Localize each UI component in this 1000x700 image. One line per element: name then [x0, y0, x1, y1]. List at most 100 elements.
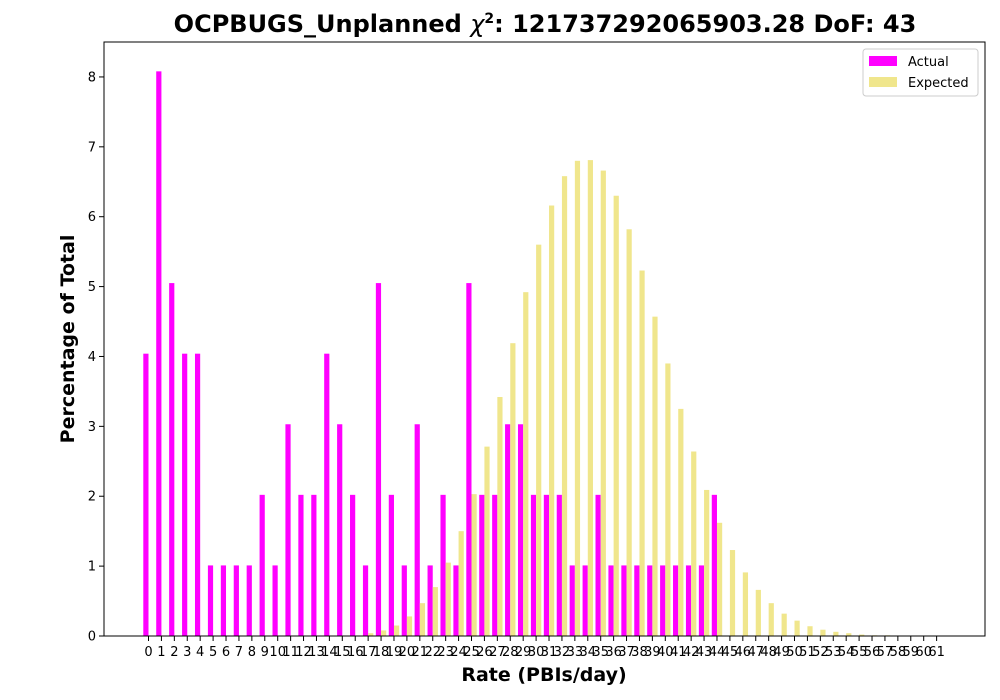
bar-expected-27 [497, 397, 503, 636]
bar-expected-22 [432, 587, 438, 636]
bar-actual-39 [647, 565, 653, 636]
bar-actual-9 [259, 494, 265, 636]
bar-actual-21 [414, 424, 420, 636]
x-tick-label: 37 [618, 645, 635, 660]
bar-actual-11 [285, 424, 291, 636]
x-tick-label: 39 [644, 645, 661, 660]
bar-expected-55 [859, 634, 865, 636]
bar-actual-19 [388, 494, 394, 636]
bar-expected-42 [691, 451, 697, 636]
x-tick-label: 32 [554, 645, 571, 660]
x-tick-label: 31 [541, 645, 558, 660]
x-tick-label: 0 [144, 645, 152, 660]
bar-actual-6 [220, 565, 227, 636]
y-tick-label: 5 [88, 280, 96, 295]
bar-actual-8 [246, 565, 252, 636]
x-tick-label: 16 [347, 645, 364, 660]
legend-label-expected: Expected [908, 76, 969, 91]
bar-expected-25 [471, 494, 477, 636]
bar-actual-37 [621, 565, 627, 636]
x-tick-label: 20 [399, 645, 416, 660]
x-tick-label: 13 [308, 645, 325, 660]
x-tick-label: 2 [170, 645, 178, 660]
bar-expected-29 [523, 292, 529, 636]
x-tick-label: 36 [605, 645, 622, 660]
bar-actual-27 [492, 494, 498, 636]
x-tick-label: 46 [735, 645, 752, 660]
bar-expected-50 [794, 620, 800, 636]
bar-actual-4 [194, 353, 201, 636]
x-tick-label: 59 [903, 645, 920, 660]
x-tick-label: 10 [269, 645, 286, 660]
bar-expected-20 [406, 616, 413, 636]
chart-title-sup: 2 [484, 11, 494, 27]
x-tick-label: 14 [321, 645, 338, 660]
bar-actual-31 [543, 494, 550, 636]
bar-expected-30 [536, 244, 542, 636]
x-tick-label: 42 [683, 645, 700, 660]
x-tick-label: 51 [799, 645, 816, 660]
x-tick-label: 57 [877, 645, 894, 660]
chart-title-suffix: : 121737292065903.28 DoF: 43 [494, 10, 916, 38]
chart-title-chi: χ [468, 10, 485, 38]
bar-expected-38 [639, 270, 645, 636]
bar-expected-35 [600, 170, 606, 636]
x-tick-label: 50 [786, 645, 803, 660]
bar-actual-14 [324, 353, 330, 636]
x-tick-label: 5 [209, 645, 217, 660]
bar-expected-18 [381, 630, 387, 636]
x-tick-label: 54 [838, 645, 855, 660]
bar-actual-24 [453, 565, 459, 636]
y-tick-label: 7 [88, 140, 96, 155]
x-tick-label: 41 [670, 645, 687, 660]
bar-expected-31 [549, 205, 555, 636]
x-tick-label: 45 [722, 645, 739, 660]
bar-expected-49 [781, 613, 787, 636]
x-tick-label: 18 [373, 645, 390, 660]
bar-actual-42 [685, 565, 692, 636]
bar-actual-33 [569, 565, 575, 636]
x-tick-label: 58 [890, 645, 907, 660]
x-tick-label: 6 [222, 645, 230, 660]
bar-actual-7 [233, 565, 239, 636]
x-tick-label: 8 [248, 645, 256, 660]
bar-actual-20 [401, 565, 407, 636]
x-tick-label: 23 [437, 645, 454, 660]
bar-actual-3 [182, 353, 188, 636]
legend: Actual Expected [862, 48, 979, 97]
chart-title-prefix: OCPBUGS_Unplanned [174, 10, 471, 38]
chart-title: OCPBUGS_Unplanned χ2: 121737292065903.28… [174, 10, 917, 38]
y-tick-label: 8 [88, 70, 96, 85]
x-tick-label: 34 [580, 645, 597, 660]
x-tick-label: 21 [412, 645, 429, 660]
x-tick-label: 48 [760, 645, 777, 660]
x-tick-label: 1 [157, 645, 165, 660]
x-tick-label: 12 [295, 645, 312, 660]
x-tick-label: 56 [864, 645, 881, 660]
legend-swatch-expected [869, 77, 897, 87]
bar-expected-54 [846, 633, 852, 636]
bar-actual-13 [311, 494, 317, 636]
bar-expected-43 [704, 489, 710, 636]
bar-actual-22 [427, 565, 433, 636]
bar-actual-38 [634, 565, 640, 636]
legend-swatch-actual [869, 56, 897, 66]
y-tick-label: 2 [88, 490, 96, 505]
x-tick-label: 55 [851, 645, 868, 660]
x-tick-label: 17 [360, 645, 377, 660]
bar-expected-39 [652, 316, 658, 636]
y-axis-label: Percentage of Total [57, 235, 79, 444]
bar-actual-23 [440, 494, 446, 636]
x-tick-label: 30 [528, 645, 545, 660]
bar-actual-26 [479, 494, 485, 636]
x-tick-label: 3 [183, 645, 191, 660]
bar-expected-48 [768, 603, 774, 636]
x-tick-label: 43 [696, 645, 713, 660]
x-tick-label: 7 [235, 645, 243, 660]
bar-actual-35 [595, 494, 601, 636]
bar-expected-47 [755, 589, 761, 636]
y-tick-label: 0 [88, 630, 96, 645]
y-tick-label: 4 [88, 350, 96, 365]
x-tick-label: 33 [567, 645, 584, 660]
